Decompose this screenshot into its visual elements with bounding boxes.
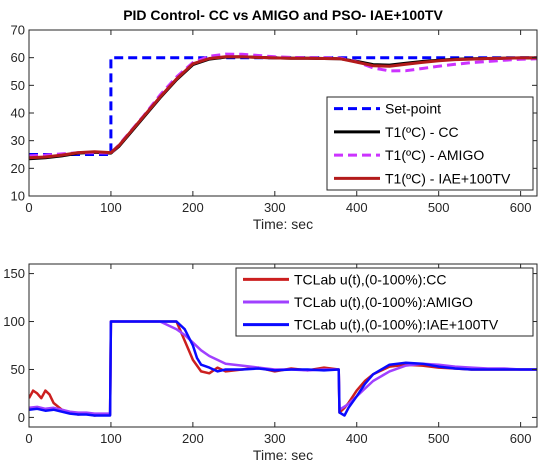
y-tick-label: 100 <box>3 314 25 329</box>
x-tick-label: 200 <box>182 431 204 446</box>
x-tick-label: 0 <box>25 200 32 215</box>
legend-entry-tclab-u-t-0-100-amigo: TCLab u(t),(0-100%):AMIGO <box>294 294 473 310</box>
series-line-set-point <box>29 56 537 156</box>
x-tick-label: 200 <box>182 200 204 215</box>
x-tick-label: 600 <box>510 200 532 215</box>
x-tick-label: 300 <box>264 431 286 446</box>
legend-entry-set-point: Set-point <box>385 101 441 117</box>
top-plot: 0 100 200 300 400 500 600 10 20 30 40 50 60 70 Time: s… <box>11 23 538 232</box>
y-tick-label: 40 <box>11 106 25 121</box>
y-tick-label: 60 <box>11 50 25 65</box>
y-tick-label: 70 <box>11 23 25 38</box>
x-tick-label: 500 <box>428 431 450 446</box>
x-axis-label: Time: sec <box>253 216 313 232</box>
x-tick-label: 100 <box>100 200 122 215</box>
series-line-tclab-u-t-0-100-amigo <box>29 320 537 415</box>
y-tick-label: 150 <box>3 266 25 281</box>
y-tick-label: 20 <box>11 161 25 176</box>
bottom-plot: 0 100 200 300 400 500 600 0 50 100 150 Time: sec TCL… <box>3 263 538 463</box>
legend-entry-t1-c-cc: T1(ºC) - CC <box>385 124 459 140</box>
x-tick-label: 400 <box>346 200 368 215</box>
legend: Set-point T1(ºC) - CC T1(ºC) - AMIGO T1(ºC)… <box>326 96 534 191</box>
series-line-t1-c-iae-100tv <box>29 55 537 160</box>
chart-title: PID Control- CC vs AMIGO and PSO- IAE+10… <box>123 7 443 23</box>
legend-entry-t1-c-iae-100tv: T1(ºC) - IAE+100TV <box>385 170 511 186</box>
legend-entry-tclab-u-t-0-100-iae-100tv: TCLab u(t),(0-100%):IAE+100TV <box>294 317 499 333</box>
legend-box <box>326 96 534 191</box>
y-tick-label: 50 <box>11 362 25 377</box>
series-group <box>29 320 537 417</box>
series-line-tclab-u-t-0-100-iae-100tv <box>29 320 537 417</box>
series-group <box>29 52 537 161</box>
x-tick-label: 400 <box>346 431 368 446</box>
legend-entry-t1-c-amigo: T1(ºC) - AMIGO <box>385 147 484 163</box>
x-tick-label: 300 <box>264 200 286 215</box>
y-tick-label: 50 <box>11 78 25 93</box>
y-tick-label: 30 <box>11 133 25 148</box>
y-tick-label: 10 <box>11 189 25 204</box>
x-tick-label: 100 <box>100 431 122 446</box>
legend: TCLab u(t),(0-100%):CC TCLab u(t),(0-100%… <box>235 267 534 337</box>
y-tick-label: 0 <box>18 410 25 425</box>
x-axis-label: Time: sec <box>253 447 313 463</box>
x-tick-label: 0 <box>25 431 32 446</box>
x-tick-label: 500 <box>428 200 450 215</box>
legend-entry-tclab-u-t-0-100-cc: TCLab u(t),(0-100%):CC <box>294 271 447 287</box>
axes-box <box>28 263 538 428</box>
x-tick-label: 600 <box>510 431 532 446</box>
